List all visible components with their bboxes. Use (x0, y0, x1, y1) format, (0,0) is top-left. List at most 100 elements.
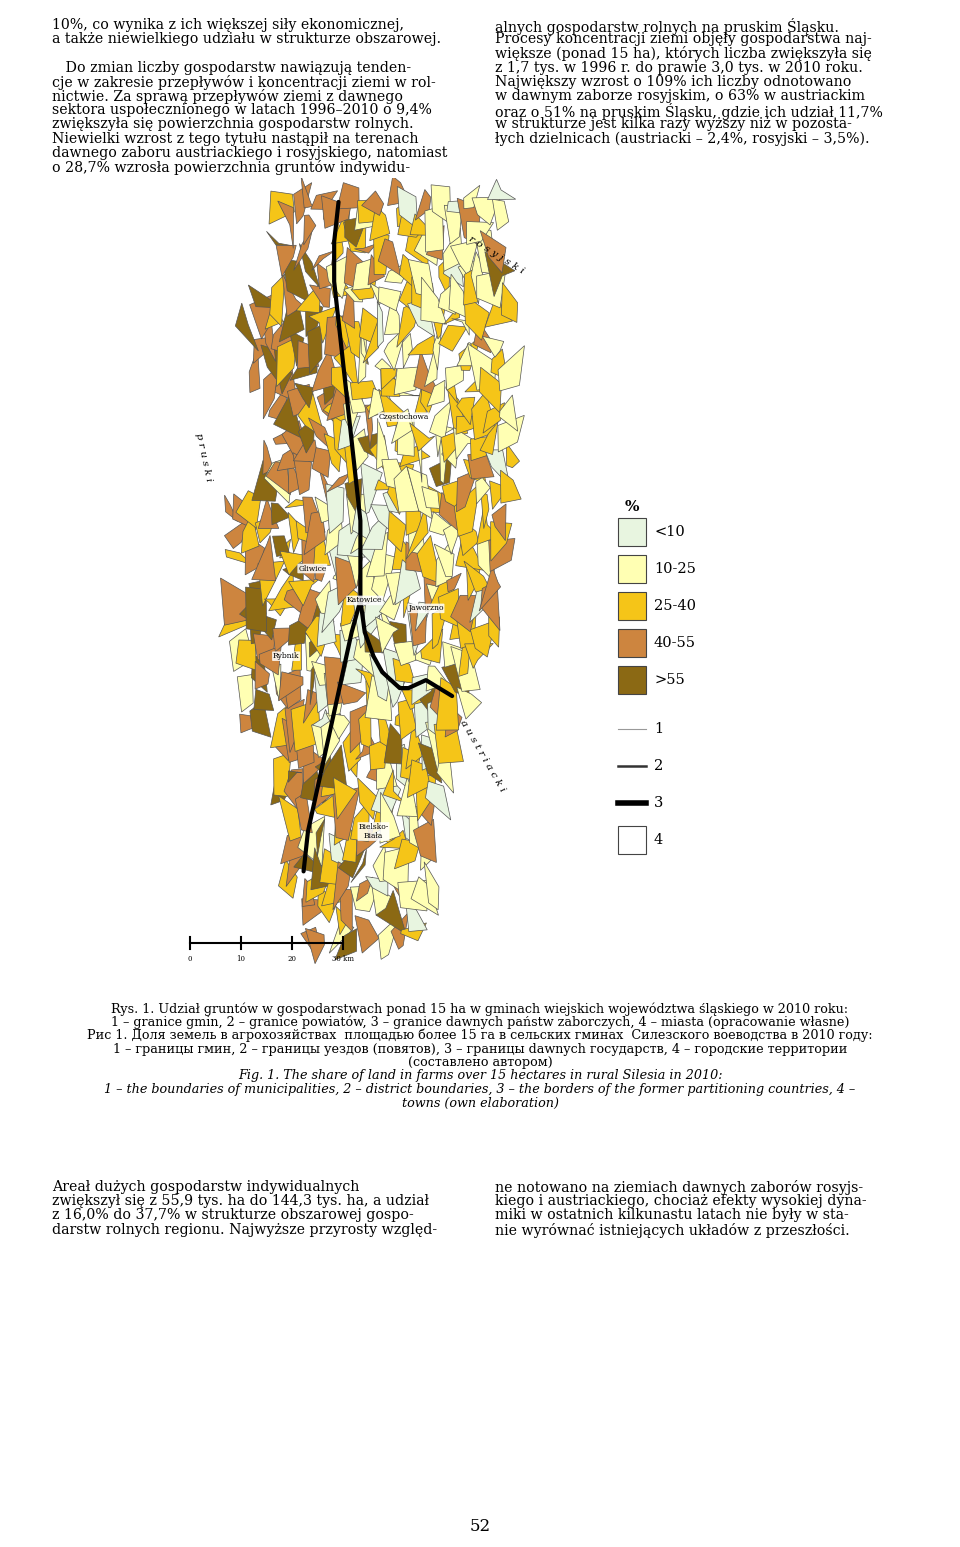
Bar (618, 518, 646, 546)
Polygon shape (357, 560, 378, 603)
Polygon shape (439, 492, 461, 534)
Polygon shape (298, 340, 319, 368)
Polygon shape (399, 447, 430, 467)
Polygon shape (480, 231, 506, 272)
Polygon shape (420, 834, 431, 871)
Polygon shape (262, 311, 276, 362)
Polygon shape (396, 200, 411, 226)
Polygon shape (439, 255, 450, 299)
Polygon shape (390, 622, 407, 667)
Text: o 28,7% wzrosła powierzchnia gruntów indywidu-: o 28,7% wzrosła powierzchnia gruntów ind… (52, 159, 410, 175)
Text: Jaworzno: Jaworzno (408, 605, 444, 613)
Polygon shape (352, 506, 372, 541)
Polygon shape (405, 221, 429, 266)
Polygon shape (344, 398, 363, 432)
Polygon shape (311, 848, 334, 890)
Bar (618, 826, 646, 854)
Polygon shape (373, 831, 396, 846)
Polygon shape (449, 274, 470, 319)
Polygon shape (397, 212, 426, 237)
Polygon shape (301, 176, 314, 207)
Polygon shape (343, 721, 361, 772)
Polygon shape (456, 470, 478, 512)
Text: 1 – granice gmin, 2 – granice powiatów, 3 – granice dawnych państw zaborczych, 4: 1 – granice gmin, 2 – granice powiatów, … (110, 1015, 850, 1029)
Polygon shape (264, 599, 291, 616)
Polygon shape (327, 269, 353, 297)
Polygon shape (370, 283, 386, 305)
Polygon shape (312, 721, 338, 758)
Polygon shape (297, 521, 316, 543)
Polygon shape (452, 319, 469, 336)
Polygon shape (302, 497, 325, 532)
Polygon shape (397, 391, 424, 396)
Text: Bielsko-
Biała: Bielsko- Biała (358, 823, 389, 840)
Polygon shape (324, 433, 342, 472)
Polygon shape (492, 504, 506, 540)
Text: nictwie. Za sprawą przepływów ziemi z dawnego: nictwie. Za sprawą przepływów ziemi z da… (52, 90, 403, 104)
Polygon shape (406, 506, 428, 558)
Polygon shape (456, 534, 484, 571)
Polygon shape (311, 190, 338, 209)
Polygon shape (446, 574, 461, 593)
Polygon shape (362, 190, 384, 215)
Polygon shape (337, 183, 359, 209)
Polygon shape (312, 251, 335, 271)
Polygon shape (309, 285, 330, 308)
Polygon shape (377, 704, 396, 752)
Polygon shape (480, 422, 498, 455)
Polygon shape (326, 254, 353, 299)
Polygon shape (435, 424, 454, 456)
Polygon shape (424, 340, 438, 387)
Polygon shape (396, 300, 421, 347)
Polygon shape (294, 439, 319, 463)
Polygon shape (384, 325, 408, 370)
Text: łych dzielnicach (austriacki – 2,4%, rosyjski – 3,5%).: łych dzielnicach (austriacki – 2,4%, ros… (495, 131, 870, 145)
Polygon shape (368, 388, 393, 419)
Polygon shape (420, 628, 443, 664)
Polygon shape (491, 521, 512, 562)
Polygon shape (383, 770, 404, 803)
Polygon shape (272, 664, 281, 701)
Text: 1 – границы гмин, 2 – границы уездов (повятов), 3 – границы dawnych государств, : 1 – границы гмин, 2 – границы уездов (по… (113, 1043, 847, 1055)
Polygon shape (500, 470, 521, 503)
Polygon shape (457, 198, 481, 244)
Polygon shape (322, 871, 347, 907)
Polygon shape (470, 435, 495, 461)
Polygon shape (381, 368, 396, 390)
Polygon shape (298, 393, 325, 439)
Polygon shape (485, 292, 513, 328)
Polygon shape (427, 381, 445, 407)
Polygon shape (355, 916, 379, 953)
Polygon shape (451, 647, 480, 692)
Polygon shape (378, 238, 401, 275)
Polygon shape (465, 644, 493, 668)
Text: sektora uspołecznionego w latach 1996–2010 o 9,4%: sektora uspołecznionego w latach 1996–20… (52, 104, 432, 118)
Polygon shape (288, 458, 309, 493)
Polygon shape (459, 336, 482, 370)
Polygon shape (331, 221, 343, 266)
Text: Rys. 1. Udział gruntów w gospodarstwach ponad 15 ha w gminach wiejskich wojewódz: Rys. 1. Udział gruntów w gospodarstwach … (111, 1002, 849, 1015)
Polygon shape (274, 727, 299, 761)
Polygon shape (395, 424, 408, 458)
Polygon shape (333, 415, 348, 466)
Polygon shape (275, 365, 298, 402)
Polygon shape (324, 515, 344, 555)
Polygon shape (289, 579, 319, 606)
Polygon shape (308, 418, 336, 455)
Polygon shape (402, 334, 413, 368)
Polygon shape (329, 922, 354, 953)
Polygon shape (221, 579, 250, 625)
Polygon shape (429, 401, 451, 439)
Polygon shape (442, 433, 460, 469)
Polygon shape (322, 580, 352, 633)
Polygon shape (433, 323, 443, 370)
Polygon shape (381, 370, 405, 396)
Text: Procesy koncentracji ziemi objęły gospodarstwa naj-: Procesy koncentracji ziemi objęły gospod… (495, 32, 872, 46)
Polygon shape (450, 596, 478, 631)
Text: 10: 10 (236, 954, 246, 964)
Polygon shape (446, 201, 466, 213)
Polygon shape (415, 189, 431, 220)
Polygon shape (347, 493, 367, 534)
Polygon shape (356, 538, 377, 568)
Polygon shape (270, 274, 285, 326)
